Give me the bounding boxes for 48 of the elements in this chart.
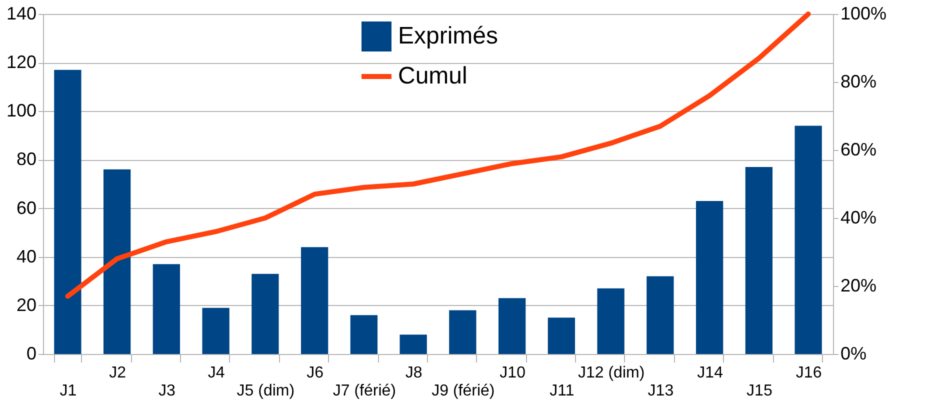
x-tick-label: J11	[550, 382, 574, 400]
x-tick-label: J2	[109, 364, 126, 382]
x-tick-label: J9 (férié)	[432, 382, 495, 400]
x-tick-label: J8	[405, 364, 422, 382]
y-tick-label: 60	[16, 198, 36, 218]
bar	[54, 70, 82, 354]
bar	[745, 167, 773, 354]
bar	[646, 276, 674, 354]
y-tick-label: 140	[6, 4, 36, 24]
y-tick-label: 40	[16, 246, 36, 266]
x-tick-label: J5 (dim)	[236, 382, 295, 400]
y-tick-label: 80	[16, 149, 36, 170]
y-tick-label: 120	[6, 52, 36, 72]
x-tick-label: J15	[746, 382, 772, 400]
bar	[202, 308, 230, 354]
x-tick-label: J7 (férié)	[332, 382, 396, 400]
y2-tick-label: 40%	[840, 208, 877, 228]
bar	[252, 274, 279, 354]
bar	[152, 264, 180, 354]
bar	[400, 334, 427, 354]
bar	[696, 201, 724, 354]
bar	[597, 288, 624, 354]
legend-label: Cumul	[398, 62, 468, 90]
bar	[794, 126, 822, 354]
y2-tick-label: 0%	[840, 344, 867, 364]
bar	[548, 318, 576, 354]
y-tick-label: 0	[26, 344, 36, 364]
legend-label: Exprimés	[398, 22, 498, 50]
x-tick-label: J10	[500, 364, 526, 382]
bar	[498, 298, 526, 354]
x-tick-label: J1	[60, 382, 77, 400]
y2-tick-label: 80%	[840, 72, 877, 92]
x-tick-label: J16	[796, 364, 822, 382]
x-tick-label: J3	[158, 382, 176, 400]
bar	[103, 169, 131, 354]
bar	[300, 247, 328, 354]
y2-tick-label: 100%	[840, 4, 887, 24]
y2-tick-label: 20%	[840, 276, 877, 296]
y-tick-label: 100	[6, 100, 36, 121]
x-tick-label: J13	[648, 382, 674, 400]
x-tick-label: J12 (dim)	[578, 364, 645, 382]
x-tick-label: J6	[306, 364, 324, 382]
bar	[449, 310, 476, 354]
x-tick-label: J14	[697, 364, 724, 382]
y2-tick-label: 60%	[840, 140, 877, 160]
y-tick-label: 20	[16, 294, 36, 315]
x-tick-label: J4	[208, 364, 225, 382]
bar	[350, 315, 378, 354]
